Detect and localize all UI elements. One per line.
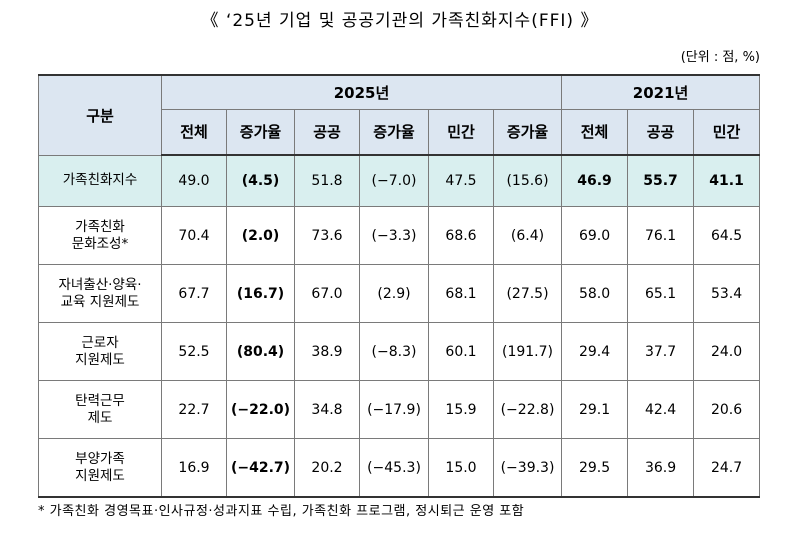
table-row: 가족친화 문화조성* 70.4 (2.0) 73.6 (−3.3) 68.6 (6.4) 69.… xyxy=(38,206,761,265)
table-cell: 16.9 xyxy=(161,438,227,498)
table-cell: 67.7 xyxy=(161,264,227,323)
table-cell: 46.9 xyxy=(561,154,629,207)
header-sub: 민간 xyxy=(428,108,494,156)
ffi-table: 구분 2025년 2021년 전체 증가율 공공 증가율 민간 증가율 전체 공… xyxy=(38,74,761,498)
row-label-line: 가족친화지수 xyxy=(62,172,138,189)
table-cell: 58.0 xyxy=(561,264,629,323)
table-cell: 60.1 xyxy=(428,322,494,381)
header-sub: 전체 xyxy=(161,108,227,156)
table-cell: 29.5 xyxy=(561,438,629,498)
table-cell: 15.0 xyxy=(428,438,494,498)
header-sub: 민간 xyxy=(693,108,761,156)
table-cell: (80.4) xyxy=(226,322,295,381)
table-cell: 69.0 xyxy=(561,206,629,265)
table-cell: (191.7) xyxy=(492,322,563,381)
table-cell: 20.2 xyxy=(294,438,360,498)
footnote: * 가족친화 경영목표·인사규정·성과지표 수립, 가족친화 프로그램, 정시퇴… xyxy=(38,504,525,519)
table-cell: 68.1 xyxy=(428,264,494,323)
table-cell: 49.0 xyxy=(161,154,227,207)
table-cell: 70.4 xyxy=(161,206,227,265)
row-label-line: 가족친화 xyxy=(75,218,125,235)
table-cell: 47.5 xyxy=(428,154,494,207)
table-row: 부양가족 지원제도 16.9 (−42.7) 20.2 (−45.3) 15.0 (−39.3… xyxy=(38,438,761,498)
header-sub: 증가율 xyxy=(359,108,429,156)
table-cell: 42.4 xyxy=(627,380,695,439)
table-cell: 20.6 xyxy=(693,380,761,439)
header-sub: 전체 xyxy=(561,108,629,156)
table-cell: 34.8 xyxy=(294,380,360,439)
header-year-2021: 2021년 xyxy=(561,74,761,110)
table-row: 탄력근무 제도 22.7 (−22.0) 34.8 (−17.9) 15.9 (−22.8) 2… xyxy=(38,380,761,439)
row-label-line: 지원제도 xyxy=(75,351,125,368)
table-cell: (2.0) xyxy=(226,206,295,265)
table-cell: 73.6 xyxy=(294,206,360,265)
table-cell: (−42.7) xyxy=(226,438,295,498)
header-sub: 증가율 xyxy=(226,108,295,156)
row-label-line: 제도 xyxy=(87,409,113,426)
row-label: 탄력근무 제도 xyxy=(38,380,162,439)
row-label-line: 자녀출산·양육· xyxy=(58,276,142,293)
table-cell: 76.1 xyxy=(627,206,695,265)
row-label-line: 근로자 xyxy=(81,334,119,351)
row-label-line: 교육 지원제도 xyxy=(60,293,140,310)
row-label-line: 부양가족 xyxy=(75,450,125,467)
table-cell: (2.9) xyxy=(359,264,429,323)
table-row: 가족친화지수 49.0 (4.5) 51.8 (−7.0) 47.5 (15.6) 46.9 5… xyxy=(38,154,761,207)
header-year-2025: 2025년 xyxy=(160,74,563,110)
table-cell: (16.7) xyxy=(226,264,295,323)
page-title: 《 ‘25년 기업 및 공공기관의 가족친화지수(FFI) 》 xyxy=(201,11,599,31)
row-label: 가족친화 문화조성* xyxy=(38,206,162,265)
table-cell: 53.4 xyxy=(693,264,761,323)
table-cell: 24.7 xyxy=(693,438,761,498)
table-cell: 67.0 xyxy=(294,264,360,323)
header-sub: 공공 xyxy=(294,108,360,156)
table-cell: (15.6) xyxy=(492,154,563,207)
table-cell: (−39.3) xyxy=(492,438,563,498)
table-cell: (−22.0) xyxy=(226,380,295,439)
table-cell: 51.8 xyxy=(294,154,360,207)
unit-label: (단위 : 점, %) xyxy=(680,50,760,65)
table-cell: (−7.0) xyxy=(359,154,429,207)
table-cell: 29.1 xyxy=(561,380,629,439)
header-sub: 공공 xyxy=(627,108,695,156)
table-cell: (4.5) xyxy=(226,154,295,207)
table-cell: 37.7 xyxy=(627,322,695,381)
row-label-line: 지원제도 xyxy=(75,467,125,484)
table-cell: (27.5) xyxy=(492,264,563,323)
row-label: 가족친화지수 xyxy=(38,154,162,207)
table-cell: (6.4) xyxy=(492,206,563,265)
table-cell: 36.9 xyxy=(627,438,695,498)
table-cell: (−17.9) xyxy=(359,380,429,439)
table-cell: 52.5 xyxy=(161,322,227,381)
row-label-line: 문화조성* xyxy=(71,235,129,252)
header-sub: 증가율 xyxy=(492,108,563,156)
table-cell: 38.9 xyxy=(294,322,360,381)
table-cell: (−22.8) xyxy=(492,380,563,439)
table-cell: 24.0 xyxy=(693,322,761,381)
table-cell: (−45.3) xyxy=(359,438,429,498)
table-cell: (−3.3) xyxy=(359,206,429,265)
table-cell: 65.1 xyxy=(627,264,695,323)
table-cell: 55.7 xyxy=(627,154,695,207)
table-cell: 15.9 xyxy=(428,380,494,439)
table-cell: 68.6 xyxy=(428,206,494,265)
row-label: 자녀출산·양육· 교육 지원제도 xyxy=(38,264,162,323)
table-cell: (−8.3) xyxy=(359,322,429,381)
table-cell: 22.7 xyxy=(161,380,227,439)
row-label: 부양가족 지원제도 xyxy=(38,438,162,498)
row-label-line: 탄력근무 xyxy=(75,392,125,409)
table-cell: 29.4 xyxy=(561,322,629,381)
table-row: 자녀출산·양육· 교육 지원제도 67.7 (16.7) 67.0 (2.9) 68.1 (2… xyxy=(38,264,761,323)
table-row: 근로자 지원제도 52.5 (80.4) 38.9 (−8.3) 60.1 (191.7) 29… xyxy=(38,322,761,381)
row-label: 근로자 지원제도 xyxy=(38,322,162,381)
header-corner: 구분 xyxy=(38,74,162,156)
table-cell: 41.1 xyxy=(693,154,761,207)
table-cell: 64.5 xyxy=(693,206,761,265)
